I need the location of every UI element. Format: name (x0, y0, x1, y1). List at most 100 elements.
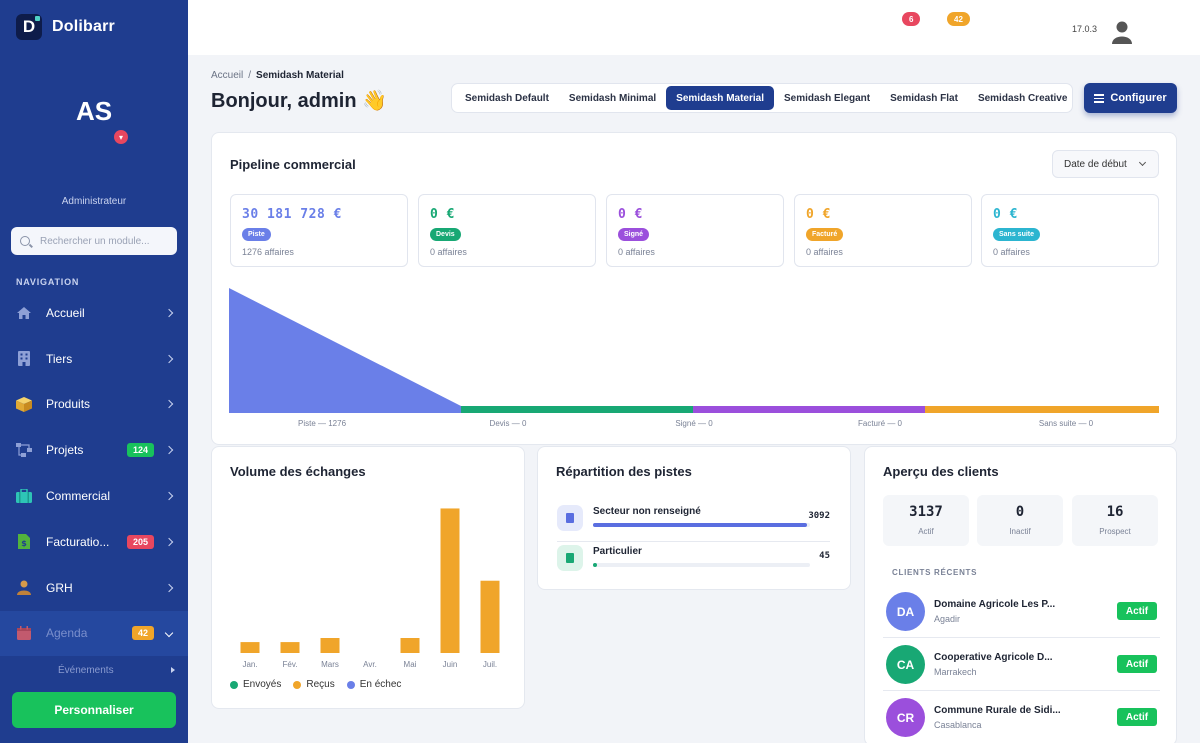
funnel-segment-devis (461, 406, 693, 413)
user-role: Administrateur (61, 196, 127, 207)
repartition-title: Répartition des pistes (556, 464, 692, 479)
configure-label: Configurer (1110, 92, 1167, 104)
sidebar-item-projets[interactable]: Projets 124 (0, 427, 188, 473)
tab-semidash-creative[interactable]: Semidash Creative (977, 92, 1068, 104)
stat-value: 16 (1106, 504, 1124, 520)
stage-card-devis[interactable]: 0 € Devis 0 affaires (418, 194, 596, 267)
client-name[interactable]: Domaine Agricole Les P... (934, 599, 1056, 610)
repartition-bar-fill (593, 523, 807, 527)
calendar-icon (16, 625, 32, 641)
sidebar-item-label: Accueil (46, 305, 85, 320)
bar-reçus[interactable] (440, 508, 460, 653)
bar-reçus[interactable] (320, 638, 340, 653)
funnel-label: Signé — 0 (675, 419, 713, 428)
client-row[interactable]: DA Domaine Agricole Les P... Agadir Acti… (883, 585, 1160, 638)
date-filter-select[interactable]: Date de début (1052, 150, 1159, 178)
module-search-input[interactable] (40, 235, 160, 247)
repartition-bar-fill (593, 563, 598, 567)
tab-semidash-flat[interactable]: Semidash Flat (890, 92, 958, 104)
chevron-right-icon (164, 446, 174, 455)
repartition-row[interactable]: Secteur non renseigné 3092 (557, 502, 830, 542)
projets-count-badge: 124 (126, 443, 154, 458)
legend-item-recus[interactable]: Reçus (293, 679, 335, 690)
sidebar-item-facturation[interactable]: $ Facturatio... 205 (0, 519, 188, 565)
pipeline-funnel-chart (229, 288, 1159, 413)
page-title: Bonjour, admin 👋 (211, 90, 388, 112)
volume-bar-chart: Jan. Fév. Mars Avr. Mai Juin Juil. (240, 508, 500, 669)
stat-prospect[interactable]: 16 Prospect (1072, 495, 1158, 546)
stage-pill: Devis (430, 228, 461, 241)
repartition-row[interactable]: Particulier 45 (557, 542, 830, 582)
nav-section-title: NAVIGATION (16, 277, 80, 287)
client-city: Agadir (934, 614, 961, 624)
brand[interactable]: D Dolibarr (16, 14, 115, 40)
sidebar-subitem-evenements[interactable]: Événements (58, 665, 114, 676)
stage-count: 0 affaires (993, 247, 1030, 257)
customize-button[interactable]: Personnaliser (12, 692, 176, 728)
clients-title: Aperçu des clients (883, 464, 999, 479)
dolibarr-logo-icon: D (16, 14, 42, 40)
sidebar-item-accueil[interactable]: Accueil (0, 290, 188, 336)
stage-card-facture[interactable]: 0 € Facturé 0 affaires (794, 194, 972, 267)
funnel-label: Piste — 1276 (297, 419, 347, 428)
client-name[interactable]: Commune Rurale de Sidi... (934, 705, 1061, 716)
stage-card-signe[interactable]: 0 € Signé 0 affaires (606, 194, 784, 267)
stat-value: 0 (1015, 504, 1025, 520)
sidebar-item-commercial[interactable]: Commercial (0, 473, 188, 519)
funnel-label: Facturé — 0 (857, 419, 902, 428)
client-row[interactable]: CA Cooperative Agricole D... Marrakech A… (883, 638, 1160, 691)
bar-reçus[interactable] (240, 642, 260, 653)
client-name[interactable]: Cooperative Agricole D... (934, 652, 1053, 663)
stage-count: 1276 affaires (242, 247, 294, 257)
stat-label: Actif (918, 527, 934, 536)
repartition-label: Secteur non renseigné (593, 506, 701, 517)
stage-count: 0 affaires (806, 247, 843, 257)
tab-semidash-elegant[interactable]: Semidash Elegant (783, 92, 871, 104)
legend-dot (230, 680, 238, 689)
user-avatar-initials[interactable]: AS (75, 96, 113, 126)
legend-item-envoyes[interactable]: Envoyés (230, 679, 281, 690)
chevron-down-icon (1138, 158, 1147, 167)
tab-semidash-material[interactable]: Semidash Material (666, 86, 774, 110)
breadcrumb-separator: / (248, 70, 252, 81)
pipeline-title: Pipeline commercial (230, 157, 356, 172)
breadcrumb-home-link[interactable]: Accueil (211, 70, 244, 81)
stage-count: 0 affaires (618, 247, 655, 257)
user-menu-chevron-icon[interactable]: ▾ (114, 130, 128, 144)
sidebar-item-label: Agenda (46, 626, 88, 641)
repartition-value: 3092 (808, 511, 830, 521)
sidebar-item-tiers[interactable]: Tiers (0, 336, 188, 382)
sidebar-item-produits[interactable]: Produits (0, 382, 188, 428)
stat-actif[interactable]: 3137 Actif (883, 495, 969, 546)
stage-card-piste[interactable]: 30 181 728 € Piste 1276 affaires (230, 194, 408, 267)
module-search[interactable] (11, 227, 177, 255)
client-city: Casablanca (934, 720, 982, 730)
stat-inactif[interactable]: 0 Inactif (977, 495, 1063, 546)
client-row[interactable]: CR Commune Rurale de Sidi... Casablanca … (883, 691, 1160, 743)
volume-legend: Envoyés Reçus En échec (230, 679, 413, 690)
user-profile-icon[interactable] (1112, 20, 1132, 44)
bar-reçus[interactable] (480, 580, 500, 653)
notification-badge[interactable]: 6 (902, 12, 921, 26)
legend-label: Reçus (306, 679, 335, 690)
building-icon (557, 505, 583, 531)
sidebar-item-agenda[interactable]: Agenda 42 (0, 610, 188, 657)
funnel-segment-signe (693, 406, 925, 413)
tab-semidash-minimal[interactable]: Semidash Minimal (568, 92, 657, 104)
legend-item-en-echec[interactable]: En échec (346, 679, 401, 690)
configure-button[interactable]: Configurer (1084, 83, 1177, 113)
chevron-right-icon (164, 400, 174, 409)
bar-reçus[interactable] (400, 638, 420, 653)
messages-badge[interactable]: 42 (947, 12, 970, 26)
x-tick-label: Mai (404, 660, 417, 669)
sidebar-item-grh[interactable]: GRH (0, 565, 188, 611)
bar-reçus[interactable] (280, 642, 300, 653)
status-badge: Actif (1117, 602, 1157, 620)
stage-pill: Piste (242, 228, 271, 241)
tab-semidash-default[interactable]: Semidash Default (465, 92, 549, 104)
building-icon (557, 545, 583, 571)
stage-card-sans-suite[interactable]: 0 € Sans suite 0 affaires (981, 194, 1159, 267)
stage-pill: Signé (618, 228, 650, 241)
stage-value: 0 € (806, 207, 831, 222)
legend-dot (346, 680, 355, 689)
